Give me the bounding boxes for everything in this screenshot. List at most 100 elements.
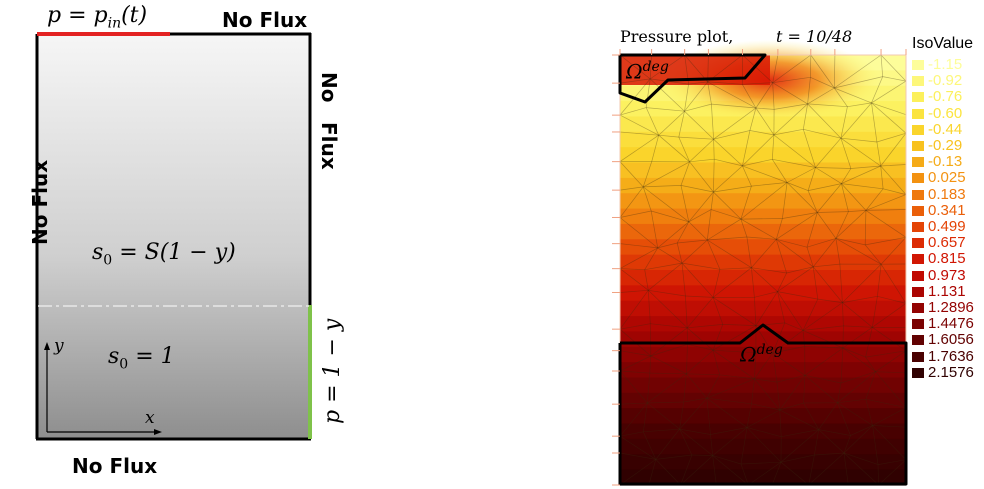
mesh-edge	[689, 161, 714, 193]
mesh-edge	[706, 378, 755, 399]
mesh-edge	[687, 324, 723, 329]
mesh-edge	[619, 431, 644, 437]
mesh-edge	[619, 247, 658, 269]
mesh-edge	[782, 212, 818, 219]
mesh-edge	[876, 141, 882, 167]
mesh-edge	[872, 425, 879, 465]
mesh-edge	[841, 183, 884, 190]
mesh-edge	[706, 398, 711, 435]
legend-swatch	[912, 303, 924, 313]
inflow-label: p = pin(t)	[47, 3, 148, 32]
mesh-edge	[684, 54, 708, 83]
bottom-no-flux-label: No Flux	[72, 454, 158, 478]
mesh-edge	[688, 221, 708, 241]
bottom-degenerate-outline	[618, 323, 908, 486]
mesh-edge	[842, 263, 882, 303]
mesh-edge	[741, 84, 757, 109]
mesh-edge	[619, 186, 644, 218]
mesh-edge	[807, 190, 818, 213]
legend-label: 0.183	[928, 185, 966, 203]
mesh-edge	[714, 158, 743, 167]
mesh-edge	[676, 221, 690, 244]
mesh-edge	[681, 263, 686, 297]
mesh-edge	[681, 262, 714, 298]
mesh-edge	[619, 217, 658, 249]
mesh-edge	[706, 209, 712, 241]
mesh-edge	[619, 370, 650, 374]
mesh-edge	[776, 239, 814, 268]
mesh-edge	[642, 431, 657, 460]
mesh-edge	[650, 54, 685, 80]
mesh-edge	[648, 459, 657, 486]
pressure-band	[620, 254, 906, 271]
mesh-edge	[871, 102, 878, 143]
mesh-edge	[712, 297, 724, 325]
mesh-edge	[712, 349, 756, 354]
mesh-edge	[840, 102, 872, 139]
mesh-edge	[689, 138, 714, 163]
legend-label: 0.025	[928, 169, 966, 187]
mesh-edge	[814, 429, 820, 456]
pressure-plot-canvas	[612, 40, 908, 486]
mesh-edge	[644, 262, 683, 271]
mesh-edge	[713, 139, 715, 160]
mesh-edge	[872, 303, 907, 328]
mesh-edge	[619, 402, 648, 437]
mesh-edge	[840, 347, 844, 384]
mesh-edge	[619, 402, 648, 405]
mesh-edge	[780, 461, 809, 486]
mesh-edge	[871, 76, 884, 104]
mesh-edge	[655, 459, 681, 486]
mesh-edge	[650, 78, 689, 85]
mesh-edge	[649, 323, 652, 357]
mesh-edge	[878, 459, 907, 486]
mesh-edge	[657, 242, 678, 249]
x-axis-label: x	[145, 408, 155, 428]
mesh-edge	[706, 397, 752, 405]
mesh-edge	[806, 247, 814, 267]
mesh-edge	[755, 82, 773, 109]
mesh-edge	[865, 350, 907, 358]
plot-title: Pressure plot,	[620, 27, 734, 46]
mesh-edge	[843, 425, 873, 454]
mesh-edge	[864, 210, 867, 245]
x-axis-arrow	[154, 429, 162, 435]
pressure-band	[620, 408, 906, 425]
mesh-edge	[803, 128, 841, 139]
mesh-edge	[871, 102, 907, 134]
mesh-edge	[880, 132, 907, 167]
legend-entry: -0.44	[912, 121, 984, 138]
mesh-edge	[865, 399, 873, 426]
mesh-edge	[678, 136, 690, 162]
mesh-edge	[749, 130, 774, 136]
legend-label: -0.92	[928, 72, 963, 90]
legend-label: 0.815	[928, 250, 966, 268]
mesh-edge	[777, 272, 787, 292]
mesh-edge	[755, 291, 778, 326]
pressure-band	[620, 377, 906, 394]
mesh-edge	[689, 158, 715, 163]
mesh-edge	[837, 402, 873, 426]
mesh-edge	[686, 373, 720, 376]
mesh-edge	[658, 134, 690, 163]
mesh-edge	[681, 239, 708, 264]
mesh-edge	[642, 186, 690, 223]
mesh-edge	[776, 374, 805, 383]
mesh-edge	[712, 455, 742, 465]
legend-entry: 1.6056	[912, 331, 984, 348]
upper-region-label: s0 = S(1 − y)	[92, 240, 236, 269]
mesh-edge	[648, 262, 683, 291]
mesh-edge	[812, 266, 819, 300]
mesh-edge	[880, 54, 907, 82]
mesh-edge	[772, 158, 816, 168]
mesh-edge	[678, 136, 714, 140]
mesh-edge	[619, 210, 652, 218]
mesh-edge	[619, 459, 657, 486]
mesh-edge	[751, 267, 787, 274]
pressure-band	[620, 116, 906, 133]
pressure-band	[620, 223, 906, 240]
mesh-edge	[619, 107, 647, 116]
legend-title: IsoValue	[912, 35, 974, 52]
mesh-edge	[772, 82, 808, 105]
mesh-edge	[772, 159, 788, 183]
